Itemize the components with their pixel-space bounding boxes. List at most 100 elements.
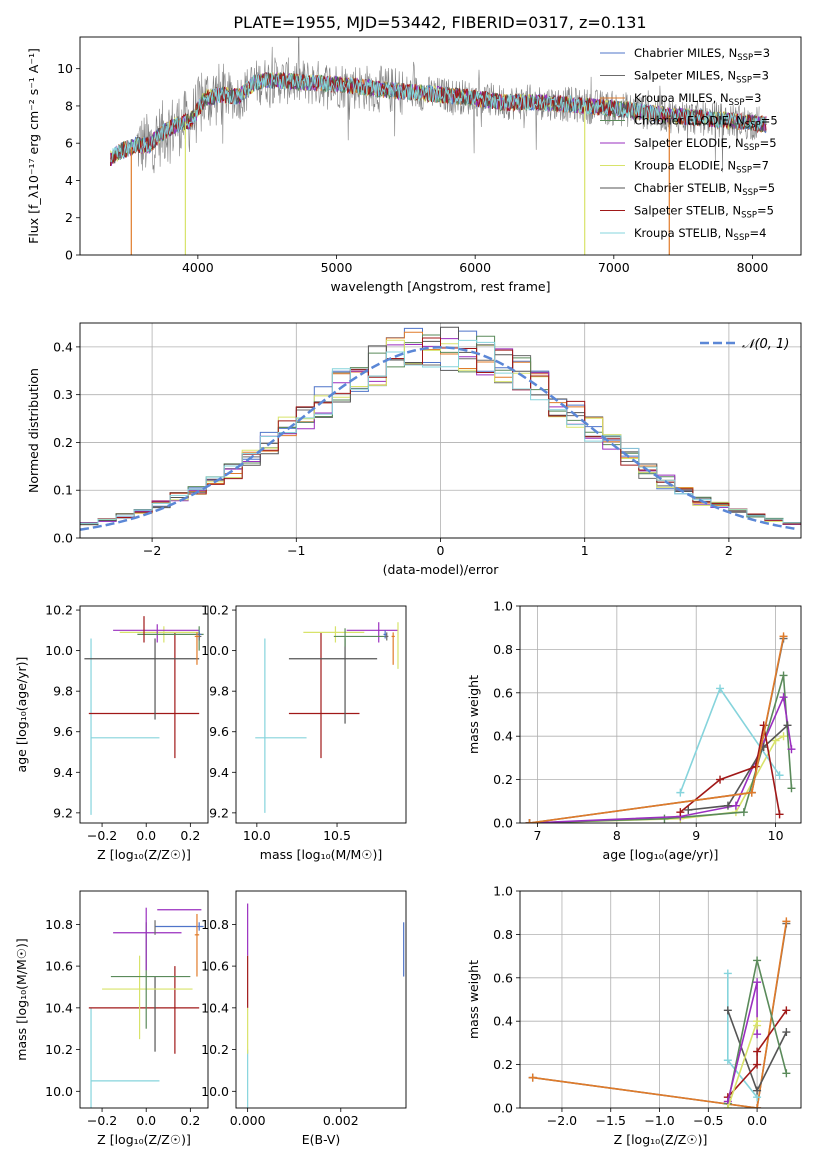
y-axis-label: mass [log₁₀(M/M☉)]	[14, 938, 29, 1060]
x-tick-label: −2.0	[547, 1113, 577, 1128]
y-tick-label: 4	[65, 173, 73, 188]
y-tick-label: 10.0	[201, 643, 229, 658]
x-tick-label: 0.2	[180, 1113, 200, 1128]
x-tick-label: 9	[692, 828, 700, 843]
x-axis-label: Z [log₁₀(Z/Z☉)]	[97, 1132, 191, 1147]
y-tick-label: 10.6	[201, 959, 229, 974]
y-tick-label: 10.8	[45, 917, 73, 932]
mass-weight-point	[525, 819, 534, 823]
mass-weight-point	[771, 736, 780, 745]
y-tick-label: 0.6	[493, 970, 513, 985]
mass-weight-point	[723, 1104, 732, 1108]
mass-weight-point	[660, 814, 669, 823]
x-tick-label: −0.2	[87, 1113, 117, 1128]
y-tick-label: 6	[65, 136, 73, 151]
y-tick-label: 0.1	[53, 483, 73, 498]
panel-age_vs_mass: 10.0 10.5 9.2 9.4 9.6 9.8 10.0 10.2 mass [log₁₀(…	[201, 603, 407, 862]
axes-frame	[79, 605, 209, 824]
mass-weight-point	[779, 732, 788, 741]
y-axis-label: Normed distribution	[26, 368, 41, 493]
x-tick-label: 6000	[459, 260, 491, 275]
y-tick-label: 10.6	[45, 959, 73, 974]
y-tick-label: 10.2	[201, 1042, 229, 1057]
x-axis-label: age [log₁₀(age/yr)]	[603, 847, 719, 862]
x-tick-label: 2	[725, 543, 733, 558]
y-tick-label: 10.2	[45, 603, 73, 618]
panel-spectrum: 4000 5000 6000 7000 8000 0 2 4 6 8 10 wavelength [A…	[26, 36, 802, 294]
plot-area-age_vs_Z	[84, 616, 204, 815]
y-axis-label: mass weight	[466, 675, 481, 754]
mass-weight-point	[782, 1006, 791, 1015]
y-tick-label: 9.6	[209, 724, 229, 739]
legend-label: Chabrier STELIB, NSSP=5	[634, 181, 775, 198]
y-axis-label: mass weight	[466, 960, 481, 1039]
panel-weight_vs_age: 7 8 9 10 0.0 0.2 0.4 0.6 0.8 1.0 age [log₁₀(age/yr…	[466, 599, 802, 862]
y-tick-label: 0	[65, 248, 73, 263]
y-tick-label: 9.4	[209, 765, 229, 780]
y-tick-label: 0.3	[53, 387, 73, 402]
y-tick-label: 9.8	[53, 684, 73, 699]
x-tick-label: 0.0	[136, 1113, 156, 1128]
mass-weight-point	[779, 693, 788, 702]
axes-frame	[519, 605, 802, 824]
y-tick-label: 10	[57, 61, 73, 76]
x-tick-label: 0	[437, 543, 445, 558]
panel-mass_vs_Z: −0.2 0.0 0.2 10.0 10.2 10.4 10.6 10.8 Z [log₁₀(Z…	[14, 890, 209, 1147]
legend-label: Salpeter ELODIE, NSSP=5	[634, 136, 777, 153]
x-axis-label: Z [log₁₀(Z/Z☉)]	[97, 847, 191, 862]
mass-weight-point	[753, 1047, 762, 1056]
mass-weight-point	[731, 801, 740, 810]
axes-frame	[519, 890, 802, 1109]
y-tick-label: 1.0	[493, 884, 513, 899]
x-tick-label: −1	[287, 543, 305, 558]
x-tick-label: 0.0	[747, 1113, 767, 1128]
x-axis-label: Z [log₁₀(Z/Z☉)]	[614, 1132, 708, 1147]
y-tick-label: 0.2	[53, 435, 73, 450]
y-tick-label: 0.2	[493, 772, 513, 787]
mass-weight-line	[727, 1009, 788, 1098]
mass-weight-point	[787, 745, 796, 754]
x-tick-label: 7000	[598, 260, 630, 275]
y-tick-label: 10.0	[45, 1084, 73, 1099]
mass-weight-point	[782, 917, 791, 926]
y-tick-label: 0.8	[493, 642, 513, 657]
y-tick-label: 0.4	[493, 1014, 513, 1029]
x-tick-label: 7	[533, 828, 541, 843]
mass-weight-point	[779, 632, 788, 641]
model-spectrum-line	[110, 71, 767, 163]
y-axis-label: Flux [f_λ10⁻¹⁷ erg cm⁻² s⁻¹ A⁻¹]	[26, 48, 41, 244]
y-tick-label: 9.2	[209, 805, 229, 820]
mass-weight-point	[783, 721, 792, 730]
x-tick-label: 10.0	[243, 828, 271, 843]
axes-frame	[79, 322, 802, 539]
mass-weight-line	[688, 724, 789, 811]
mass-weight-point	[723, 1056, 732, 1065]
y-tick-label: 10.2	[201, 603, 229, 618]
y-tick-label: 9.6	[53, 724, 73, 739]
x-tick-label: 10.5	[323, 828, 351, 843]
mass-weight-point	[782, 1028, 791, 1037]
x-axis-label: mass [log₁₀(M/M☉)]	[260, 847, 382, 862]
mass-weight-point	[782, 1069, 791, 1078]
y-tick-label: 8	[65, 98, 73, 113]
mass-weight-point	[739, 808, 748, 817]
panel-residuals: −2 −1 0 1 2 0.0 0.1 0.2 0.3 0.4 (data-model)/error…	[26, 322, 802, 577]
y-tick-label: 10.4	[201, 1000, 229, 1015]
legend-label: Salpeter MILES, NSSP=3	[634, 69, 769, 86]
figure-title: PLATE=1955, MJD=53442, FIBERID=0317, z=0…	[233, 13, 646, 32]
x-tick-label: 4000	[182, 260, 214, 275]
axes-frame	[235, 605, 407, 824]
x-tick-label: −2	[143, 543, 161, 558]
legend-label: Kroupa STELIB, NSSP=4	[634, 226, 766, 243]
legend-label-normal: 𝒩(0, 1)	[742, 337, 789, 352]
plot-area-weight_vs_age	[525, 632, 796, 823]
y-tick-label: 9.4	[53, 765, 73, 780]
panel-age_vs_Z: −0.2 0.0 0.2 9.2 9.4 9.6 9.8 10.0 10.2 Z [log₁₀(Z…	[14, 603, 209, 862]
y-tick-label: 0.4	[493, 729, 513, 744]
y-tick-label: 0.0	[493, 1101, 513, 1116]
mass-weight-point	[528, 1073, 537, 1082]
x-tick-label: 1	[581, 543, 589, 558]
x-axis-label: (data-model)/error	[383, 562, 500, 577]
y-tick-label: 9.8	[209, 684, 229, 699]
